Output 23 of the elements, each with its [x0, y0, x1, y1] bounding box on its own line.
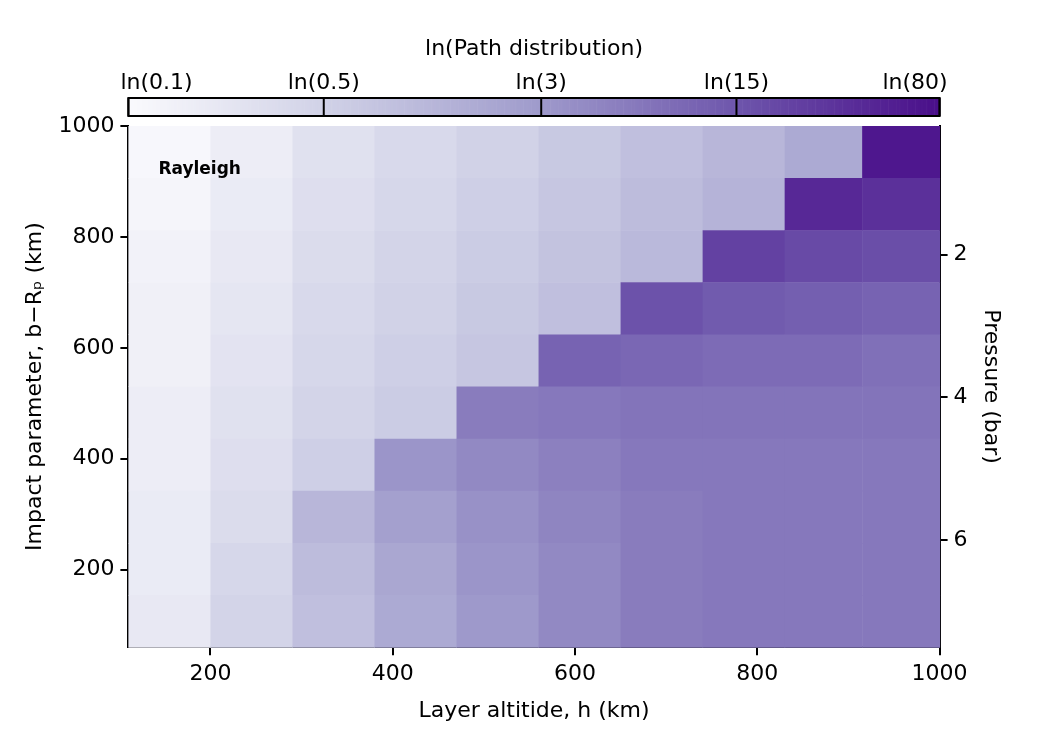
y-tick-label: 1000 [58, 111, 115, 137]
y-tick-label: 400 [72, 444, 115, 470]
y-tick-label: 800 [72, 222, 115, 248]
x-tick-label: 400 [371, 660, 414, 686]
annotation: Rayleigh [158, 157, 241, 178]
y2-tick-label: 2 [953, 240, 968, 266]
y-axis-title: Impact parameter, b−Rₚ (km) [20, 222, 46, 551]
y2-tick-label: 4 [953, 383, 968, 409]
x-axis-title: Layer altitide, h (km) [418, 696, 650, 722]
color-bar-label: ln(15) [703, 68, 770, 94]
color-bar-label: ln(0.1) [120, 68, 193, 94]
color-bar-label: ln(3) [515, 68, 567, 94]
x-tick-label: 200 [189, 660, 232, 686]
x-tick-label: 1000 [911, 660, 968, 686]
y-tick-label: 600 [72, 333, 115, 359]
x-tick-label: 600 [554, 660, 597, 686]
y-tick-label: 200 [72, 555, 115, 581]
color-bar-label: ln(0.5) [287, 68, 360, 94]
color-bar-label: ln(80) [882, 68, 948, 94]
x-tick-label: 800 [736, 660, 779, 686]
color-bar-title: ln(Path distribution) [425, 34, 643, 60]
y2-tick-label: 6 [953, 525, 968, 551]
y2-axis-title: Pressure (bar) [980, 309, 1006, 464]
